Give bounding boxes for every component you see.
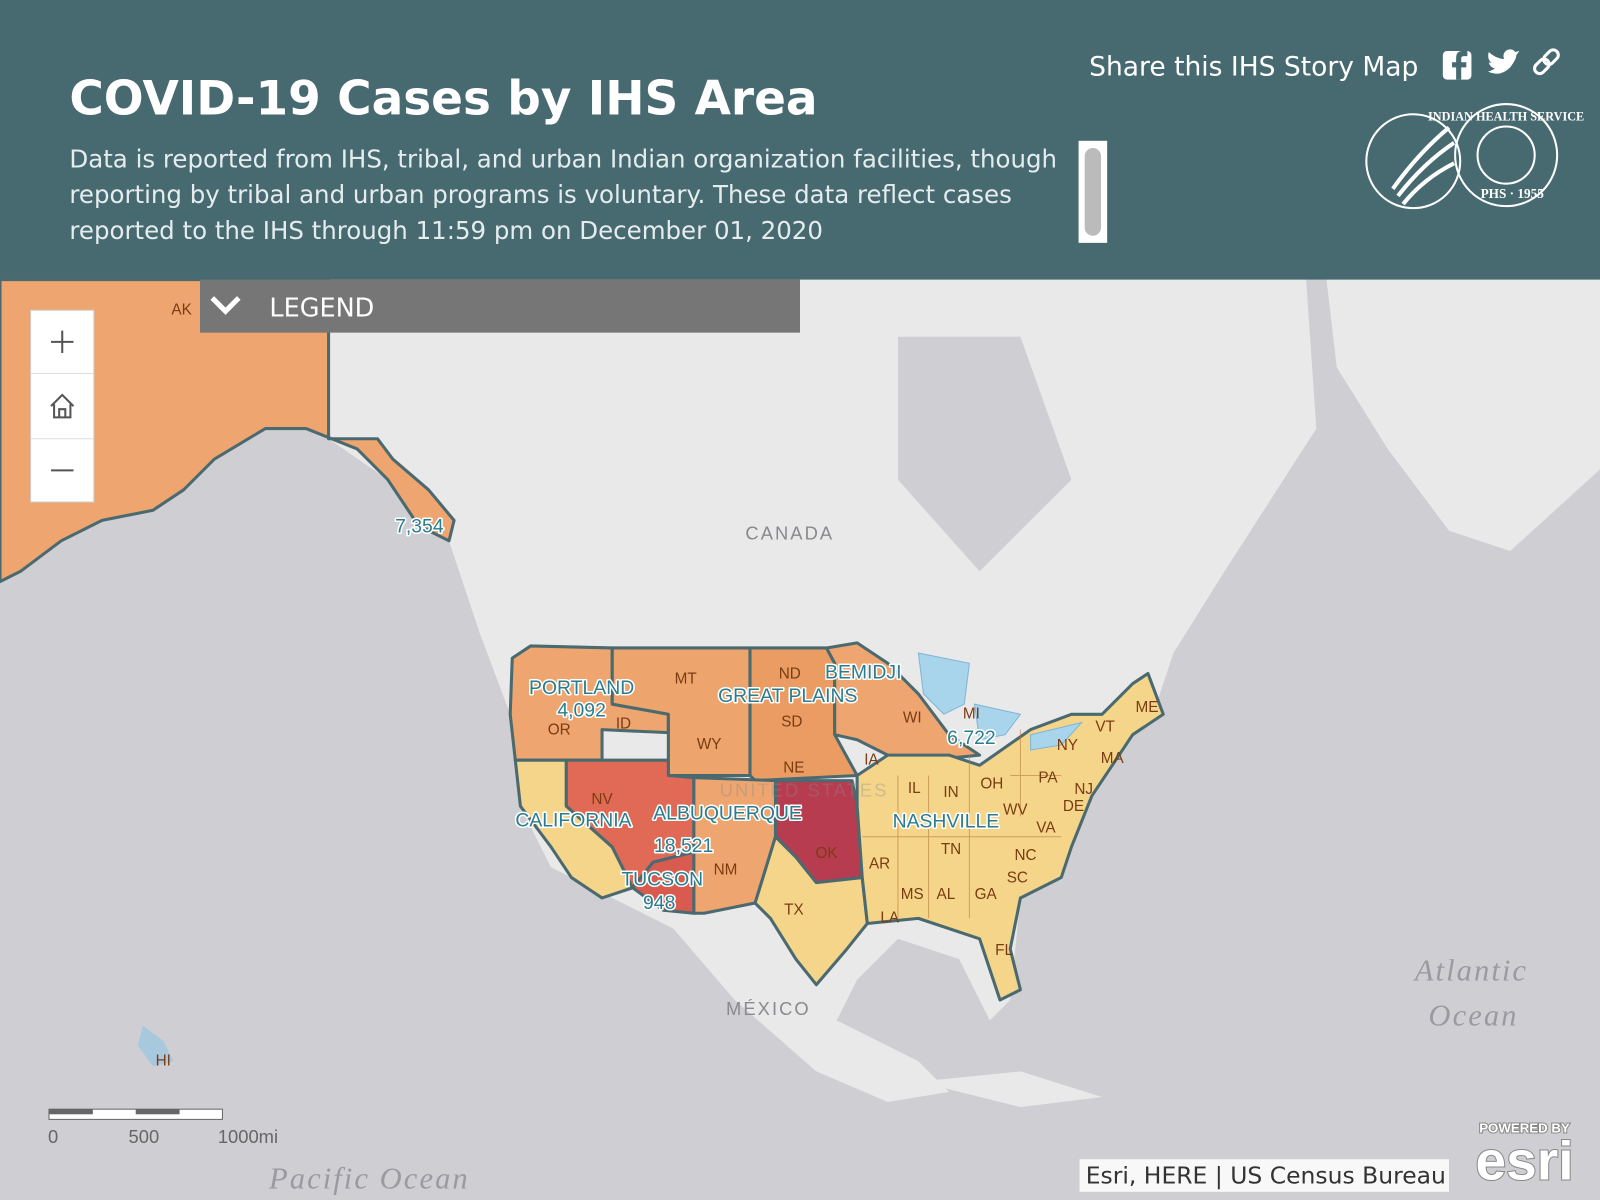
state-label: WV — [1003, 801, 1028, 818]
area-name: CALIFORNIA — [515, 810, 631, 832]
state-label: AR — [869, 855, 890, 872]
state-label: WI — [903, 709, 922, 726]
description-line: reporting by tribal and urban programs i… — [69, 180, 1012, 209]
legend-label[interactable]: LEGEND — [269, 293, 374, 323]
area-name: BEMIDJI — [825, 662, 901, 684]
place-label: CANADA — [745, 523, 834, 544]
state-label: NJ — [1074, 781, 1093, 798]
state-label: NE — [783, 759, 804, 776]
hhs-logo — [1365, 113, 1462, 210]
attribution-box — [1079, 1159, 1449, 1192]
link-icon[interactable] — [1532, 48, 1560, 76]
scroll-thumb[interactable] — [1084, 147, 1102, 236]
scale-label: 1000mi — [218, 1126, 278, 1147]
powered-by: POWERED BY — [1479, 1121, 1570, 1136]
description-line: reported to the IHS through 11:59 pm on … — [69, 216, 823, 245]
twitter-icon[interactable] — [1487, 49, 1520, 74]
state-label: ID — [616, 716, 631, 733]
state-label: IA — [864, 751, 879, 768]
case-count: 18,521 — [654, 835, 713, 857]
ihs-areas — [0, 278, 1165, 1067]
scale-label: 0 — [48, 1126, 58, 1147]
description-line: Data is reported from IHS, tribal, and u… — [69, 144, 1057, 173]
place-labels: CANADA UNITED STATES MÉXICO Atlantic Oce… — [268, 523, 1528, 1196]
state-label: TX — [784, 901, 804, 918]
state-label: MS — [901, 886, 924, 903]
logo-text: INDIAN HEALTH SERVICE — [1428, 109, 1584, 123]
case-count: 7,354 — [395, 516, 444, 538]
state-label: WY — [697, 736, 722, 753]
scale-bar: 0 500 1000mi — [48, 1108, 278, 1147]
state-label: VA — [1036, 820, 1056, 837]
state-label: AK — [171, 301, 192, 318]
esri-logo: esri — [1475, 1130, 1573, 1192]
ocean-label: Pacific Ocean — [268, 1162, 470, 1196]
header: COVID-19 Cases by IHS Area Data is repor… — [0, 0, 1600, 280]
case-count: 948 — [643, 892, 675, 914]
state-label: HI — [156, 1052, 171, 1069]
place-label: MÉXICO — [726, 998, 811, 1019]
state-label: GA — [975, 886, 998, 903]
share-label: Share this IHS Story Map — [1089, 52, 1418, 83]
area-name: PORTLAND — [529, 677, 634, 699]
state-label: LA — [880, 909, 900, 926]
state-label: OH — [980, 776, 1003, 793]
scale-label: 500 — [129, 1126, 160, 1147]
state-label: FL — [995, 942, 1013, 959]
ihs-logo: INDIAN HEALTH SERVICE PHS · 1955 — [1428, 103, 1584, 208]
case-count: 4,092 — [557, 699, 606, 721]
state-label: ME — [1135, 699, 1158, 716]
ocean-label: Atlantic — [1413, 954, 1528, 988]
state-label: IL — [908, 780, 921, 797]
state-label: SD — [781, 713, 802, 730]
state-label: OK — [815, 845, 838, 862]
state-label: NY — [1057, 737, 1078, 754]
state-label: MT — [675, 671, 697, 688]
state-label: MA — [1101, 750, 1125, 767]
state-label: NV — [591, 791, 613, 808]
state-label: TN — [941, 841, 961, 858]
zoom-in[interactable] — [51, 330, 74, 354]
area-name: GREAT PLAINS — [718, 685, 857, 707]
home-button[interactable] — [50, 393, 75, 419]
area-name: TUCSON — [621, 869, 703, 891]
zoom-controls[interactable] — [30, 309, 95, 503]
state-label: IN — [943, 784, 958, 801]
region-alaska[interactable] — [0, 278, 456, 584]
area-name: NASHVILLE — [893, 811, 1000, 833]
state-label: PA — [1038, 770, 1058, 787]
state-label: MI — [963, 705, 980, 722]
title: COVID-19 Cases by IHS Area — [69, 71, 817, 126]
legend-toggle[interactable]: LEGEND — [200, 279, 800, 333]
attribution: Esri, HERE | US Census Bureau — [1086, 1162, 1446, 1190]
state-label: OR — [548, 722, 571, 739]
state-label: DE — [1063, 798, 1084, 815]
area-name: ALBUQUERQUE — [653, 802, 802, 824]
case-count: 6,722 — [947, 727, 996, 749]
state-label: ND — [779, 666, 801, 683]
logo-text: PHS · 1955 — [1481, 186, 1545, 201]
state-label: NM — [714, 861, 738, 878]
state-label: VT — [1095, 719, 1115, 736]
place-label: UNITED STATES — [720, 780, 889, 801]
ocean-label: Ocean — [1428, 998, 1518, 1032]
state-label: NC — [1014, 847, 1036, 864]
state-label: AL — [937, 886, 956, 903]
state-label: SC — [1007, 870, 1028, 887]
